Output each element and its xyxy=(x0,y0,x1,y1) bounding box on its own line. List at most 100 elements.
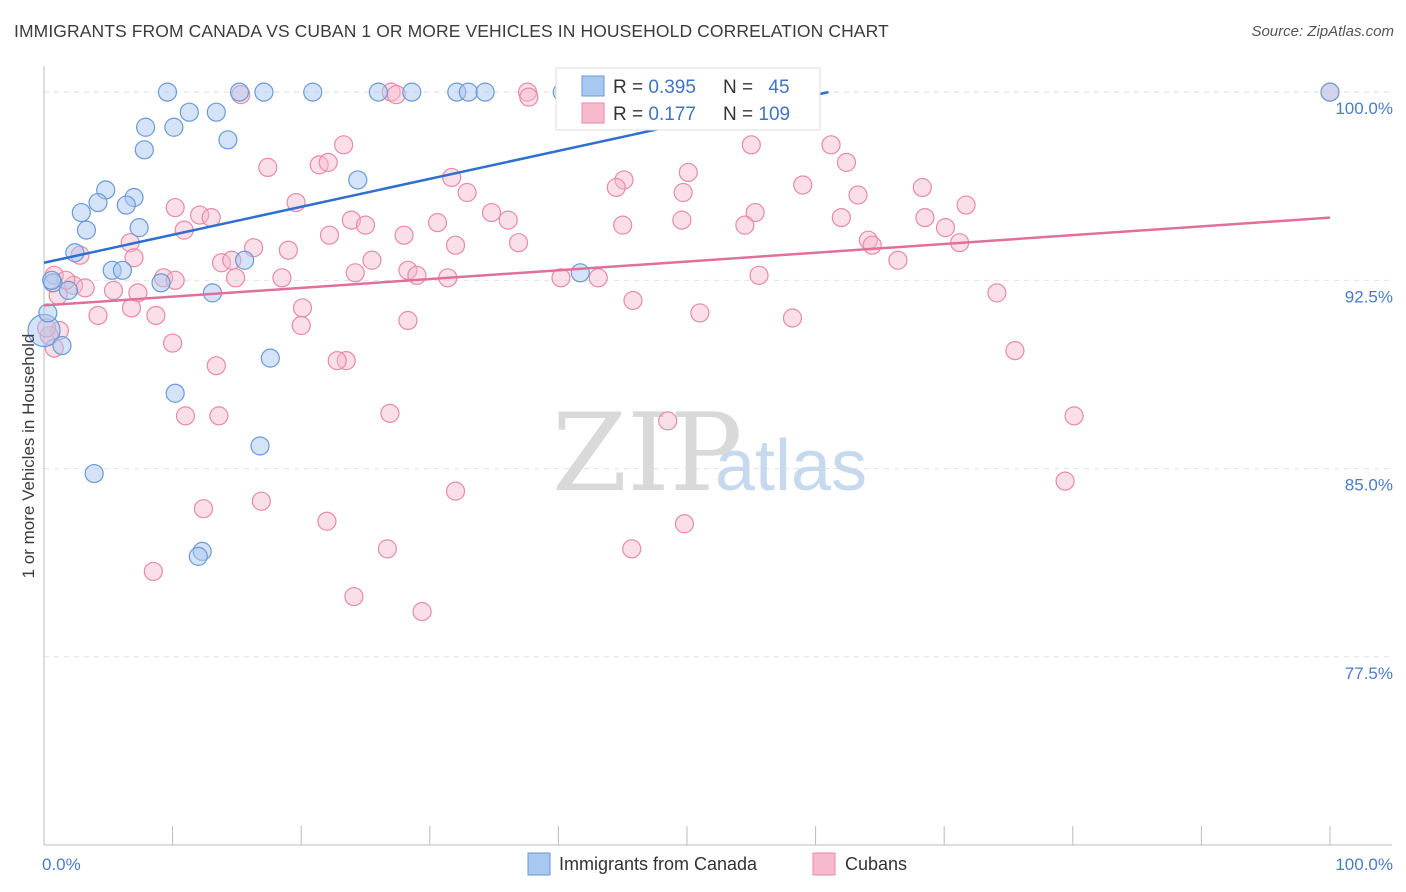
cubans-point xyxy=(457,182,477,203)
cubans-point xyxy=(614,170,634,190)
x-tick-label: 100.0% xyxy=(1335,855,1393,874)
svg-text:R = 0.177: R = 0.177 xyxy=(613,104,696,125)
cubans-point xyxy=(103,280,124,300)
x-tick-label: 0.0% xyxy=(42,855,81,874)
cubans-point xyxy=(745,202,765,223)
cubans-point xyxy=(251,491,271,511)
cubans-point xyxy=(735,215,755,235)
cubans-point xyxy=(1005,341,1025,361)
canada-point xyxy=(254,82,274,102)
cubans-point xyxy=(427,213,448,233)
legend-r-value-2: 0.177 xyxy=(648,104,696,125)
canada-point xyxy=(112,260,133,280)
cubans-point xyxy=(377,539,397,559)
cubans-point xyxy=(888,250,908,270)
grid-lines xyxy=(44,91,1392,658)
cubans-point xyxy=(862,235,882,255)
cubans-point xyxy=(209,406,229,426)
cubans-point xyxy=(146,305,166,326)
cubans-point xyxy=(318,152,338,172)
cubans-point xyxy=(163,333,183,353)
cubans-point xyxy=(412,602,432,622)
watermark-zip: ZIP xyxy=(552,391,742,516)
cubans-point xyxy=(498,210,518,230)
canada-point xyxy=(58,280,79,300)
canada-point xyxy=(402,82,422,102)
cubans-point xyxy=(121,298,142,318)
legend-n-label-2: N = xyxy=(723,104,758,125)
cubans-point xyxy=(519,87,539,107)
cubans-point xyxy=(915,207,935,228)
canada-point xyxy=(570,263,590,283)
legend-r-value-1: 0.395 xyxy=(648,77,696,98)
cubans-point xyxy=(165,197,185,218)
canada-point xyxy=(260,348,280,368)
cubans-point xyxy=(291,315,311,336)
canada-point xyxy=(157,82,178,102)
cubans-point xyxy=(481,202,502,223)
canada-point xyxy=(76,220,97,240)
cubans-point xyxy=(75,278,95,298)
cubans-trend-line xyxy=(43,216,1331,307)
svg-text:N = 109: N = 109 xyxy=(723,104,790,125)
y-tick-label: 92.5% xyxy=(1345,287,1393,306)
cubans-point xyxy=(394,225,414,245)
cubans-point xyxy=(672,210,692,230)
cubans-point xyxy=(317,511,337,531)
y-tick-label: 100.0% xyxy=(1335,99,1393,118)
cubans-point xyxy=(623,290,643,311)
cubans-point xyxy=(206,356,226,376)
cubans-point xyxy=(226,268,246,288)
canada-point xyxy=(1320,82,1340,102)
watermark: ZIP atlas xyxy=(552,391,867,516)
canada-point xyxy=(165,383,185,403)
legend-r-label-1: R = xyxy=(613,77,648,98)
cubans-point xyxy=(445,235,466,255)
canada-point xyxy=(188,546,208,566)
canada-point xyxy=(129,218,149,238)
bottom-legend: Immigrants from Canada Cubans xyxy=(527,852,907,876)
cubans-point xyxy=(956,195,976,215)
legend: R = 0.395 N = 45 R = 0.177 N = 109 xyxy=(555,67,821,131)
chart-title: IMMIGRANTS FROM CANADA VS CUBAN 1 OR MOR… xyxy=(14,21,889,41)
cubans-point xyxy=(613,215,633,235)
canada-point xyxy=(206,102,226,122)
canada-point xyxy=(218,130,238,150)
cubans-point xyxy=(327,351,347,371)
axes xyxy=(43,66,1392,846)
legend-r-label-2: R = xyxy=(613,104,648,125)
canada-point xyxy=(71,202,91,223)
cubans-point xyxy=(124,248,144,268)
cubans-point xyxy=(831,207,851,228)
cubans-point xyxy=(278,240,298,260)
cubans-point xyxy=(935,218,956,238)
bottom-legend-swatch-canada xyxy=(527,852,551,876)
canada-point xyxy=(88,192,108,213)
canada-point xyxy=(368,82,388,102)
cubans-point xyxy=(741,135,761,155)
y-axis-label: 1 or more Vehicles in Household xyxy=(19,334,38,579)
cubans-point xyxy=(606,177,626,198)
legend-n-value-2: 109 xyxy=(758,104,790,125)
cubans-point xyxy=(398,310,418,331)
cubans-point xyxy=(272,268,292,288)
cubans-point xyxy=(190,205,210,225)
cubans-point xyxy=(658,411,678,431)
cubans-point xyxy=(674,514,695,534)
canada-point xyxy=(250,436,270,456)
cubans-point xyxy=(848,185,868,205)
canada-point xyxy=(52,335,72,356)
cubans-points xyxy=(36,82,1340,622)
canada-point xyxy=(38,303,58,323)
cubans-point xyxy=(319,225,340,245)
cubans-point xyxy=(380,403,400,423)
cubans-point xyxy=(143,561,163,582)
cubans-point xyxy=(622,539,642,559)
canada-point xyxy=(235,250,255,270)
cubans-point xyxy=(398,260,418,280)
watermark-atlas: atlas xyxy=(715,426,867,506)
canada-point xyxy=(303,82,323,102)
y-tick-label: 77.5% xyxy=(1345,664,1393,683)
cubans-point xyxy=(362,250,382,270)
